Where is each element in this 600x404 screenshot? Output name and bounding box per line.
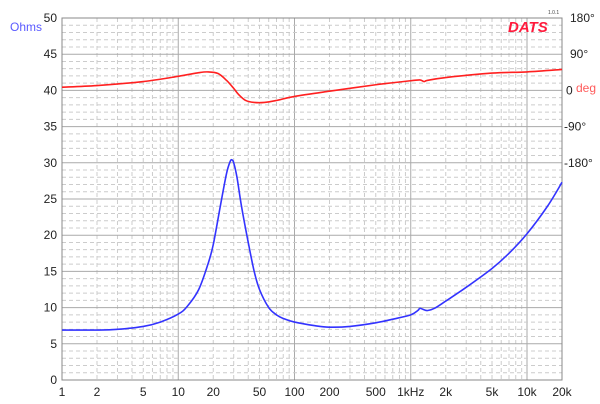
x-tick-label: 20 [207,385,221,399]
phase-curve [61,68,563,104]
y-tick-label: 35 [44,120,58,134]
plot-frame [61,17,563,381]
y-tick-label: 40 [44,83,58,97]
curves [61,68,563,331]
y2-tick-label: -90° [564,120,586,134]
x-tick-label: 10k [517,385,537,399]
y-tick-label: 10 [44,301,58,315]
y-tick-label: 5 [50,337,57,351]
deg-axis-label: deg [576,81,596,95]
x-tick-label: 2k [439,385,453,399]
y-tick-label: 0 [50,373,57,387]
y2-tick-label: -180° [564,156,593,170]
x-tick-label: 1 [59,385,66,399]
dats-logo: DATS [508,19,548,36]
x-tick-label: 500 [366,385,386,399]
x-axis-ticks: 1 2 5 10 20 50 100 200 500 1kHz 2k 5k 10k 20k [59,385,573,399]
y-tick-label: 20 [44,228,58,242]
x-tick-label: 100 [284,385,304,399]
x-tick-label: 20k [552,385,572,399]
impedance-curve [61,158,563,331]
x-tick-label: 2 [94,385,101,399]
y2-tick-label: 90° [570,47,588,61]
y-tick-label: 45 [44,47,58,61]
y2-axis-ticks: 180° 90° 0 -90° -180° [564,11,595,170]
y-tick-label: 15 [44,264,58,278]
version-label: 1.0.1 [548,10,559,16]
y2-tick-label: 0 [566,83,573,97]
x-tick-label: 10 [172,385,186,399]
y-axis-label: Ohms [10,20,42,34]
y-tick-label: 25 [44,192,58,206]
x-tick-label: 50 [253,385,267,399]
x-tick-label: 5k [486,385,500,399]
x-tick-label: 1kHz [397,385,424,399]
y2-tick-label: 180° [570,11,595,25]
y-axis-ticks: 0 5 10 15 20 25 30 35 40 45 50 [44,11,58,387]
x-tick-label: 5 [140,385,147,399]
y-tick-label: 50 [44,11,58,25]
x-tick-label: 200 [319,385,339,399]
y-tick-label: 30 [44,156,58,170]
